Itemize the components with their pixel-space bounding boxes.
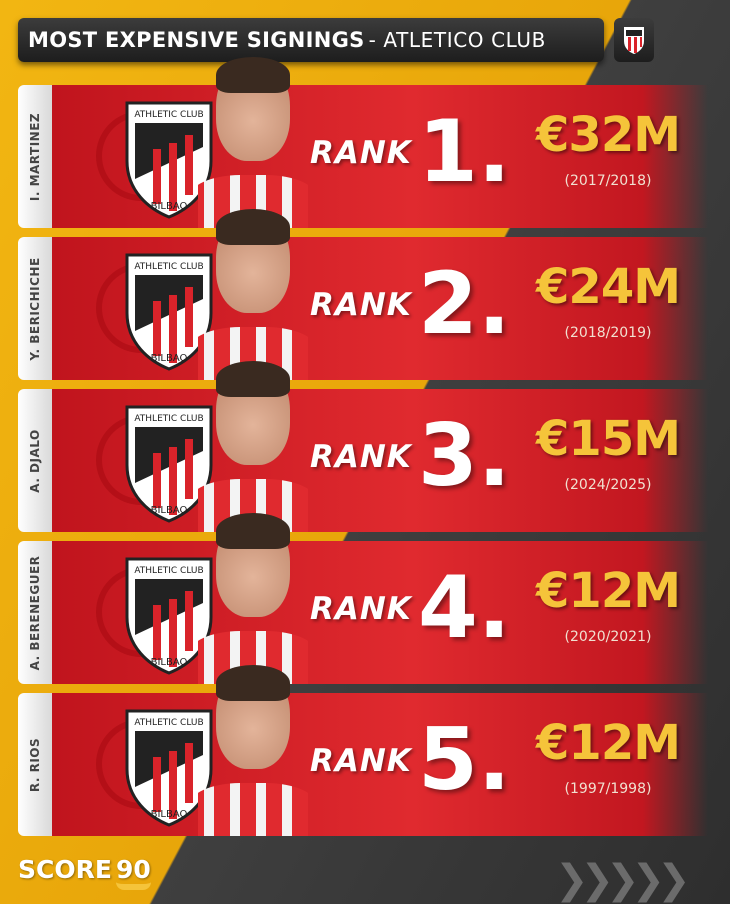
transfer-fee: €24M	[536, 259, 681, 315]
title-subtitle: - ATLETICO CLUB	[368, 28, 546, 52]
transfer-fee: €15M	[536, 411, 681, 467]
crest-bottom-text: BILBAO	[151, 809, 188, 820]
rank-number: 4.	[418, 558, 511, 658]
crest-bottom-text: BILBAO	[151, 201, 188, 212]
player-name: Y. BERICHICHE	[28, 256, 42, 361]
title-bold: MOST EXPENSIVE SIGNINGS	[28, 28, 365, 52]
player-name: I. MARTINEZ	[28, 112, 42, 201]
player-photo	[198, 209, 308, 380]
rank-label: RANK	[310, 743, 412, 779]
athletic-crest-icon: ATHLETIC CLUB BILBAO	[125, 709, 213, 827]
player-photo	[198, 665, 308, 836]
logo-number: 90	[115, 855, 151, 890]
ranking-row: Y. BERICHICHE ATHLETIC CLUB BILBAO RANK …	[18, 209, 708, 380]
player-photo	[198, 513, 308, 684]
rank-label: RANK	[310, 439, 412, 475]
transfer-fee: €12M	[536, 563, 681, 619]
crest-bottom-text: BILBAO	[151, 353, 188, 364]
crest-top-text: ATHLETIC CLUB	[134, 414, 203, 424]
crest-top-text: ATHLETIC CLUB	[134, 262, 203, 272]
athletic-crest-icon: ATHLETIC CLUB BILBAO	[125, 557, 213, 675]
season: (2024/2025)	[564, 477, 652, 493]
rank-number: 5.	[418, 710, 511, 810]
rank-number: 1.	[418, 102, 511, 202]
crest-bottom-text: BILBAO	[151, 657, 188, 668]
player-name-tab: Y. BERICHICHE	[18, 237, 52, 380]
player-name-tab: A. BERENEGUER	[18, 541, 52, 684]
transfer-fee: €12M	[536, 715, 681, 771]
player-name: R. RIOS	[28, 737, 42, 792]
transfer-fee: €32M	[536, 107, 681, 163]
logo-word: SCORE	[18, 855, 112, 884]
rank-label: RANK	[310, 135, 412, 171]
athletic-crest-icon: ATHLETIC CLUB BILBAO	[125, 253, 213, 371]
rank-number: 2.	[418, 254, 511, 354]
rank-label: RANK	[310, 287, 412, 323]
player-name: A. DJALO	[28, 428, 42, 493]
season: (2018/2019)	[564, 325, 652, 341]
rank-number: 3.	[418, 406, 511, 506]
player-photo	[198, 361, 308, 532]
athletic-crest-icon	[624, 27, 644, 54]
player-name: A. BERENEGUER	[28, 555, 42, 670]
title-banner: MOST EXPENSIVE SIGNINGS - ATLETICO CLUB	[18, 18, 604, 62]
player-name-tab: I. MARTINEZ	[18, 85, 52, 228]
player-name-tab: R. RIOS	[18, 693, 52, 836]
athletic-crest-icon: ATHLETIC CLUB BILBAO	[125, 405, 213, 523]
ranking-row: A. DJALO ATHLETIC CLUB BILBAO RANK 3. €1…	[18, 361, 708, 532]
club-crest-badge	[614, 18, 654, 62]
player-name-tab: A. DJALO	[18, 389, 52, 532]
season: (1997/1998)	[564, 781, 652, 797]
chevron-arrows-icon: ❯❯❯❯❯	[555, 857, 691, 903]
score90-logo: SCORE 90	[18, 855, 151, 890]
ranking-row: R. RIOS ATHLETIC CLUB BILBAO RANK 5. €12…	[18, 665, 708, 836]
rank-label: RANK	[310, 591, 412, 627]
crest-bottom-text: BILBAO	[151, 505, 188, 516]
player-photo	[198, 57, 308, 228]
ranking-row: A. BERENEGUER ATHLETIC CLUB BILBAO RANK …	[18, 513, 708, 684]
ranking-row: I. MARTINEZ ATHLETIC CLUB BILBAO RANK 1.…	[18, 57, 708, 228]
season: (2020/2021)	[564, 629, 652, 645]
crest-top-text: ATHLETIC CLUB	[134, 566, 203, 576]
athletic-crest-icon: ATHLETIC CLUB BILBAO	[125, 101, 213, 219]
crest-top-text: ATHLETIC CLUB	[134, 110, 203, 120]
crest-top-text: ATHLETIC CLUB	[134, 718, 203, 728]
season: (2017/2018)	[564, 173, 652, 189]
